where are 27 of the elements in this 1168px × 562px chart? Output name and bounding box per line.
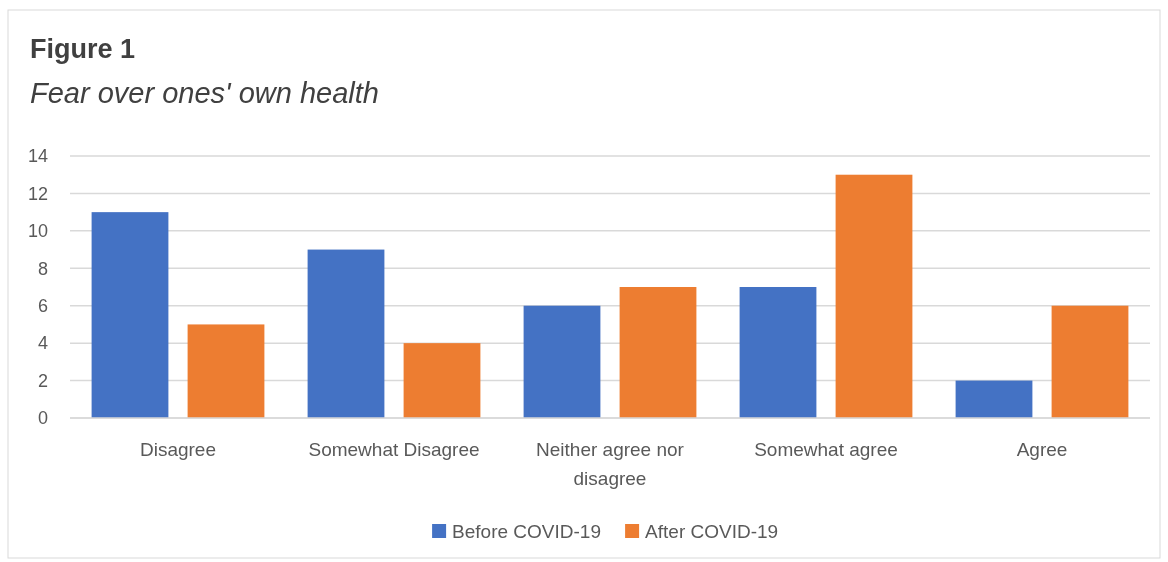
y-tick-label: 14 (27, 146, 48, 167)
x-tick-label: Somewhat agree (754, 439, 898, 460)
bar (523, 305, 601, 418)
bar (739, 287, 817, 418)
x-tick-label: Somewhat Disagree (308, 439, 480, 460)
x-tick-label: Agree (1016, 439, 1068, 460)
bar (835, 174, 913, 418)
bar (403, 343, 481, 418)
x-tick-label: Disagree (139, 439, 217, 460)
y-tick-label: 12 (27, 183, 48, 204)
chart-title: Figure 1 (30, 34, 136, 64)
bar (1051, 305, 1129, 418)
legend-label: Before COVID-19 (452, 520, 602, 542)
y-tick-label: 10 (27, 221, 48, 242)
bar (619, 287, 697, 418)
bar (187, 324, 265, 418)
bar (955, 380, 1033, 418)
chart-subtitle: Fear over ones' own health (30, 77, 379, 109)
legend-label: After COVID-19 (645, 520, 779, 542)
bar (91, 212, 169, 418)
y-tick-label: 0 (37, 408, 48, 429)
y-tick-label: 4 (37, 333, 48, 354)
y-tick-label: 8 (37, 258, 48, 279)
x-tick-label: Neither agree nor disagree (536, 439, 685, 489)
y-tick-label: 2 (37, 370, 48, 391)
y-tick-label: 6 (37, 296, 48, 317)
bar (307, 249, 385, 418)
